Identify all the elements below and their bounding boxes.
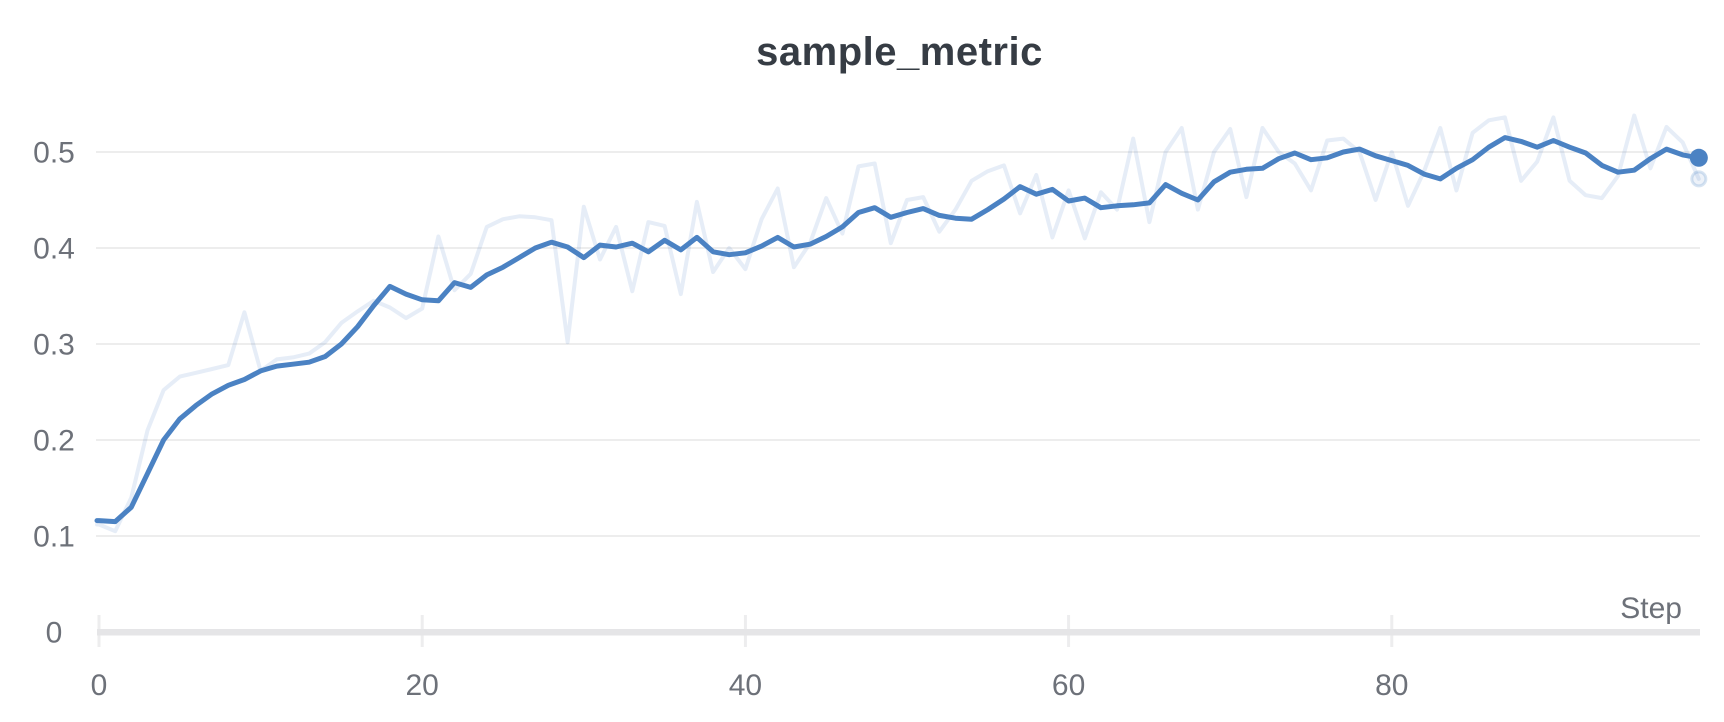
x-tick-label: 20 [406,669,439,702]
y-tick-label: 0.1 [33,521,75,554]
y-tick-label: 0 [46,617,63,650]
y-tick-label: 0.2 [33,425,75,458]
x-tick-label: 60 [1052,669,1085,702]
chart-title: sample_metric [756,30,1043,74]
y-tick-label: 0.5 [33,137,75,170]
y-tick-label: 0.4 [33,233,75,266]
x-tick-labels: 0 20 40 60 80 [91,669,1409,702]
smoothed-polyline [94,135,1702,525]
x-axis [97,615,1700,647]
x-axis-title: Step [1620,592,1682,625]
x-tick-label: 40 [729,669,762,702]
x-axis-bar [97,629,1700,636]
x-tick-label: 80 [1375,669,1408,702]
raw-polyline [95,113,1701,534]
y-tick-labels: 0 0.1 0.2 0.3 0.4 0.5 [33,137,75,650]
smoothed-series-line [94,135,1702,525]
x-tick-label: 0 [91,669,108,702]
y-tick-label: 0.3 [33,329,75,362]
series-end-markers [1689,148,1708,188]
gridlines [96,151,1700,537]
raw-endpoint-marker [1690,170,1708,188]
smoothed-endpoint-marker [1689,148,1708,167]
raw-series-line [95,113,1701,534]
